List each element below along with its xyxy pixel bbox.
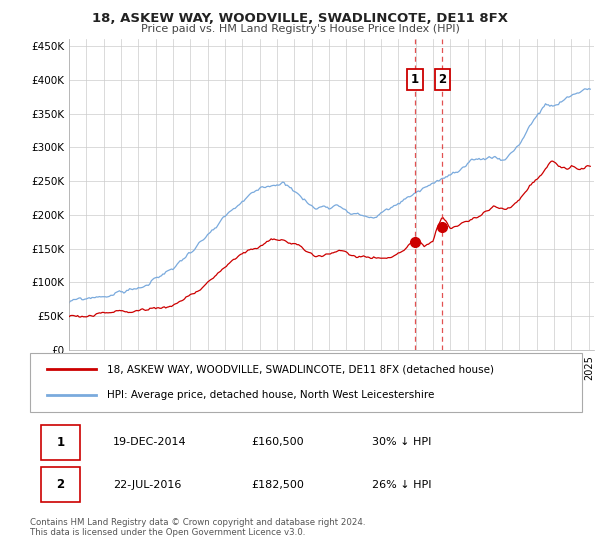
Text: 1: 1: [411, 73, 419, 86]
Bar: [41, 424, 80, 460]
Text: 22-JUL-2016: 22-JUL-2016: [113, 480, 181, 489]
Text: £182,500: £182,500: [251, 480, 304, 489]
Text: 19-DEC-2014: 19-DEC-2014: [113, 437, 187, 447]
Text: £160,500: £160,500: [251, 437, 304, 447]
Text: Price paid vs. HM Land Registry's House Price Index (HPI): Price paid vs. HM Land Registry's House …: [140, 24, 460, 34]
Text: 18, ASKEW WAY, WOODVILLE, SWADLINCOTE, DE11 8FX (detached house): 18, ASKEW WAY, WOODVILLE, SWADLINCOTE, D…: [107, 364, 494, 374]
Text: 2: 2: [56, 478, 64, 491]
Text: 26% ↓ HPI: 26% ↓ HPI: [372, 480, 432, 489]
Text: HPI: Average price, detached house, North West Leicestershire: HPI: Average price, detached house, Nort…: [107, 390, 434, 400]
Text: 1: 1: [56, 436, 64, 449]
Text: 30% ↓ HPI: 30% ↓ HPI: [372, 437, 431, 447]
Text: 2: 2: [439, 73, 446, 86]
Bar: [41, 467, 80, 502]
Text: Contains HM Land Registry data © Crown copyright and database right 2024.
This d: Contains HM Land Registry data © Crown c…: [30, 518, 365, 538]
Text: 18, ASKEW WAY, WOODVILLE, SWADLINCOTE, DE11 8FX: 18, ASKEW WAY, WOODVILLE, SWADLINCOTE, D…: [92, 12, 508, 25]
